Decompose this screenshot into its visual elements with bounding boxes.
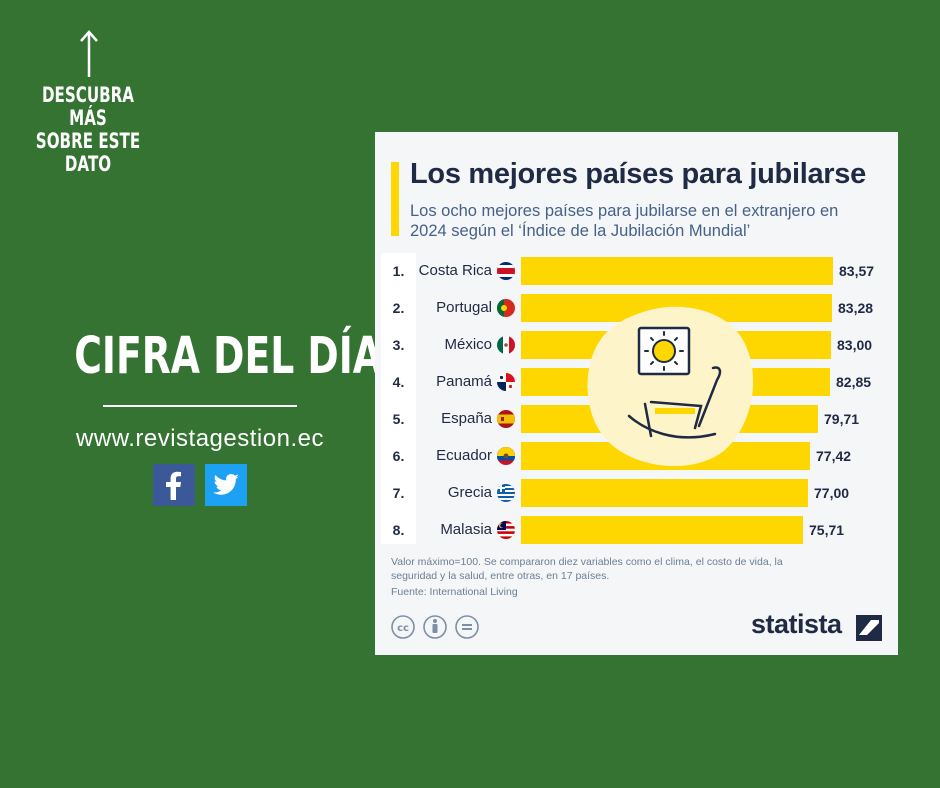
rank-label: 8. bbox=[392, 522, 405, 538]
svg-text:cc: cc bbox=[397, 623, 409, 634]
country-flag-icon bbox=[497, 484, 515, 502]
rank-column bbox=[381, 253, 416, 544]
up-arrow-icon bbox=[80, 30, 98, 77]
category-label: México bbox=[444, 336, 492, 353]
bar bbox=[521, 516, 803, 544]
chart-source: Fuente: International Living bbox=[391, 586, 518, 598]
bar bbox=[521, 479, 808, 507]
creative-commons-icons: cc bbox=[391, 615, 479, 639]
value-label: 79,71 bbox=[824, 411, 860, 427]
category-label: Panamá bbox=[436, 373, 492, 390]
category-label: Costa Rica bbox=[418, 262, 492, 279]
value-label: 77,00 bbox=[814, 485, 850, 501]
country-flag-icon bbox=[497, 336, 515, 354]
country-flag-icon bbox=[497, 521, 515, 539]
discover-more-link[interactable]: DESCUBRA MÁS SOBRE ESTE DATO bbox=[35, 84, 142, 176]
rank-label: 4. bbox=[392, 374, 405, 390]
value-label: 83,00 bbox=[837, 337, 873, 353]
headline: CIFRA DEL DÍA bbox=[74, 327, 383, 386]
twitter-icon[interactable] bbox=[205, 464, 247, 506]
bar-row: 8. Malasia 75,71 bbox=[375, 516, 898, 544]
rank-label: 3. bbox=[392, 337, 405, 353]
title-accent-bar bbox=[391, 162, 399, 236]
rank-label: 1. bbox=[392, 263, 405, 279]
chart-note: Valor máximo=100. Se compararon diez var… bbox=[391, 556, 783, 582]
country-flag-icon bbox=[497, 373, 515, 391]
rocking-chair-sun-illustration bbox=[587, 306, 753, 466]
statista-brand: statista bbox=[751, 609, 842, 639]
discover-line-2: SOBRE ESTE bbox=[35, 129, 141, 153]
rank-label: 6. bbox=[392, 448, 405, 464]
statista-logo-icon bbox=[856, 615, 882, 641]
rank-label: 5. bbox=[392, 411, 405, 427]
category-label: Ecuador bbox=[436, 447, 492, 464]
country-flag-icon bbox=[497, 447, 515, 465]
value-label: 83,28 bbox=[838, 300, 874, 316]
divider bbox=[103, 405, 297, 407]
category-label: España bbox=[441, 410, 492, 427]
chart-title: Los mejores países para jubilarse bbox=[410, 158, 866, 190]
country-flag-icon bbox=[497, 299, 515, 317]
rank-label: 7. bbox=[392, 485, 405, 501]
chart-card: Los mejores países para jubilarse Los oc… bbox=[375, 132, 898, 655]
chart-subtitle: Los ocho mejores países para jubilarse e… bbox=[410, 202, 839, 240]
category-label: Malasia bbox=[440, 521, 492, 538]
country-flag-icon bbox=[497, 262, 515, 280]
bar bbox=[521, 257, 833, 285]
country-flag-icon bbox=[497, 410, 515, 428]
category-label: Portugal bbox=[436, 299, 492, 316]
value-label: 75,71 bbox=[809, 522, 845, 538]
category-label: Grecia bbox=[447, 484, 492, 501]
rank-label: 2. bbox=[392, 300, 405, 316]
website-link[interactable]: www.revistagestion.ec bbox=[76, 425, 324, 452]
bar-row: 7. Grecia 77,00 bbox=[375, 479, 898, 507]
value-label: 82,85 bbox=[836, 374, 872, 390]
value-label: 77,42 bbox=[816, 448, 852, 464]
discover-line-3: DATO bbox=[64, 152, 112, 176]
bar-row: 1. Costa Rica 83,57 bbox=[375, 257, 898, 285]
value-label: 83,57 bbox=[839, 263, 875, 279]
discover-line-1: DESCUBRA MÁS bbox=[41, 83, 135, 130]
facebook-icon[interactable] bbox=[153, 464, 195, 506]
